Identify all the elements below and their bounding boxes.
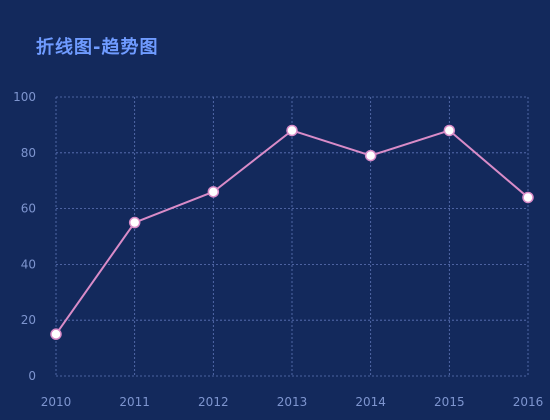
chart-title: 折线图-趋势图 [36, 37, 159, 58]
y-tick-label: 20 [21, 313, 36, 327]
data-point[interactable] [128, 216, 141, 229]
grid-lines [55, 96, 529, 377]
y-tick-label: 60 [21, 202, 36, 216]
x-tick-label: 2010 [41, 395, 72, 409]
y-axis-ticks: 0 20 40 60 80 100 [13, 90, 36, 383]
data-point[interactable] [50, 328, 62, 340]
data-point[interactable] [207, 186, 220, 198]
y-tick-label: 40 [21, 257, 36, 271]
data-point[interactable] [443, 124, 456, 137]
data-points [50, 124, 534, 340]
x-tick-label: 2012 [198, 395, 229, 409]
x-tick-label: 2016 [513, 395, 544, 409]
y-tick-label: 100 [13, 90, 36, 104]
x-tick-label: 2014 [355, 395, 386, 409]
x-tick-label: 2015 [434, 395, 465, 409]
y-tick-label: 80 [21, 146, 36, 160]
data-point[interactable] [364, 149, 377, 162]
y-tick-label: 0 [28, 369, 36, 383]
x-axis-ticks: 2010 2011 2012 2013 2014 2015 2016 [41, 395, 544, 409]
x-tick-label: 2013 [277, 395, 308, 409]
data-point[interactable] [522, 191, 534, 204]
data-point[interactable] [286, 124, 298, 137]
x-tick-label: 2011 [119, 395, 150, 409]
